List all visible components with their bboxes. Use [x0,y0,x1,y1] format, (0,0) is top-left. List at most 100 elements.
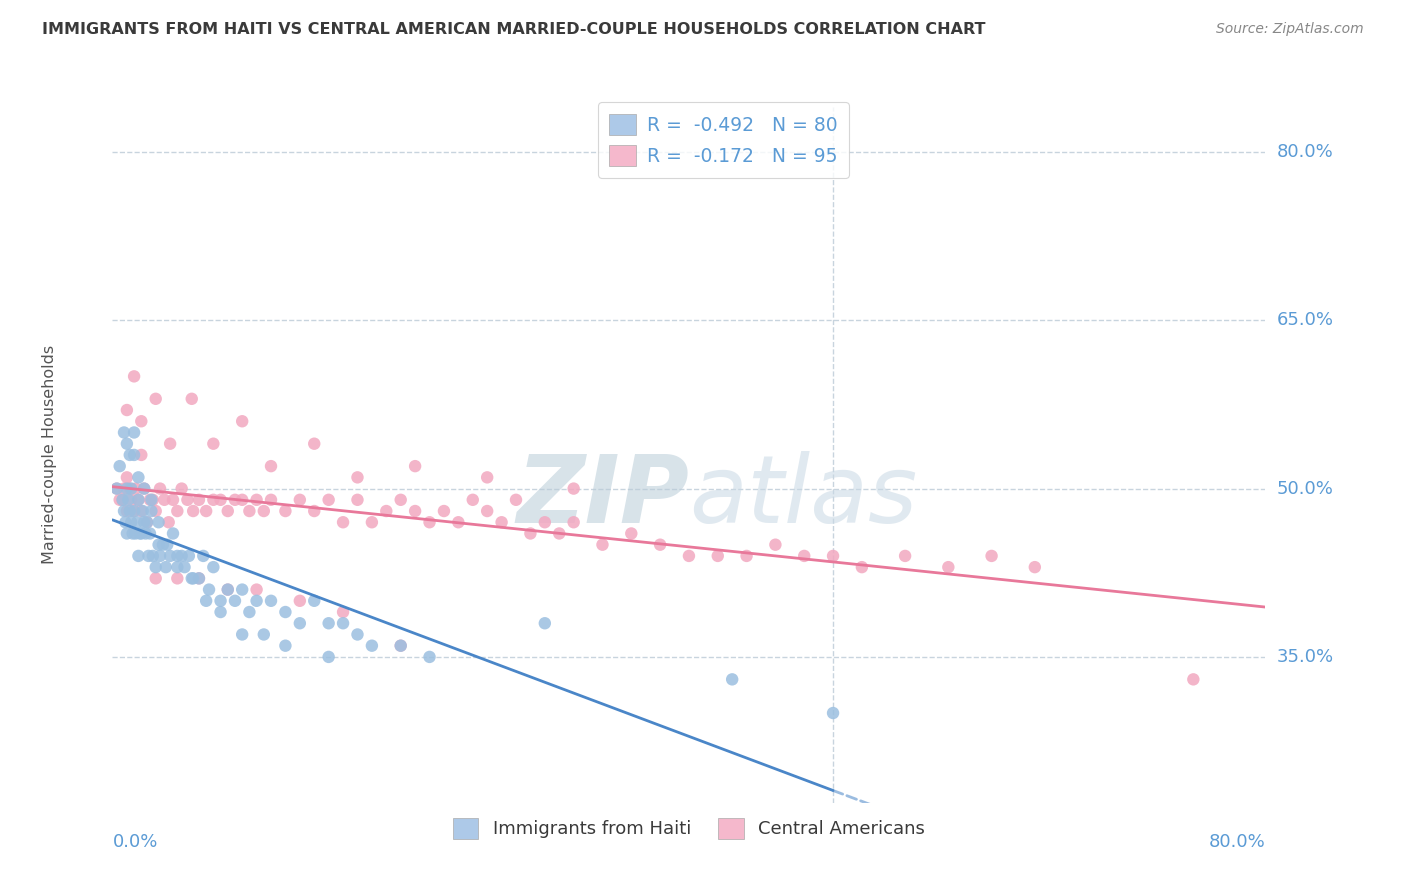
Point [419,649,441,664]
Point [288,594,311,608]
Point [224,594,246,608]
Text: 65.0%: 65.0% [1277,311,1333,329]
Point [231,582,253,597]
Point [475,504,499,518]
Point [202,436,225,450]
Point [332,616,354,631]
Point [125,515,148,529]
Point [188,571,211,585]
Point [111,492,134,507]
Point [721,673,744,687]
Point [534,515,557,529]
Point [389,639,412,653]
Point [217,582,239,597]
Point [148,515,170,529]
Text: 0.0%: 0.0% [112,833,157,851]
Text: 35.0%: 35.0% [1277,648,1334,666]
Point [170,482,193,496]
Point [176,492,198,507]
Point [505,492,527,507]
Point [209,492,232,507]
Point [118,482,141,496]
Point [122,448,145,462]
Point [142,492,165,507]
Point [195,504,218,518]
Point [112,504,135,518]
Point [180,571,202,585]
Point [246,594,269,608]
Point [318,492,340,507]
Point [260,492,283,507]
Point [127,492,149,507]
Point [153,492,176,507]
Point [129,448,153,462]
Point [136,515,159,529]
Point [419,515,441,529]
Point [128,526,150,541]
Point [360,515,382,529]
Point [129,526,153,541]
Point [145,392,167,406]
Point [115,470,138,484]
Point [124,482,146,496]
Point [142,549,165,563]
Point [253,627,276,641]
Point [404,504,426,518]
Point [650,538,672,552]
Point [121,526,143,541]
Point [112,482,135,496]
Point [318,649,340,664]
Point [304,504,326,518]
Point [124,526,146,541]
Point [274,605,297,619]
Point [193,549,215,563]
Point [253,504,276,518]
Text: atlas: atlas [689,451,917,542]
Point [105,482,128,496]
Point [188,571,211,585]
Point [360,639,382,653]
Point [122,369,145,384]
Point [152,538,174,552]
Point [202,560,225,574]
Point [170,549,193,563]
Point [105,482,128,496]
Point [180,392,202,406]
Point [166,571,188,585]
Point [198,582,221,597]
Point [224,492,246,507]
Point [108,492,131,507]
Point [118,448,141,462]
Point [274,504,297,518]
Point [166,504,188,518]
Point [122,504,145,518]
Text: 80.0%: 80.0% [1277,143,1333,161]
Text: Married-couple Households: Married-couple Households [42,345,56,565]
Point [166,560,188,574]
Point [162,492,184,507]
Point [231,414,253,428]
Point [217,582,239,597]
Point [114,515,136,529]
Point [129,414,153,428]
Point [166,549,188,563]
Text: 80.0%: 80.0% [1209,833,1265,851]
Point [238,605,260,619]
Point [134,515,156,529]
Point [389,639,412,653]
Point [145,560,167,574]
Point [231,492,253,507]
Point [122,504,145,518]
Point [117,492,139,507]
Point [112,425,135,440]
Point [134,482,156,496]
Point [851,560,873,574]
Point [433,504,456,518]
Point [149,549,172,563]
Point [141,504,163,518]
Point [274,639,297,653]
Point [127,549,149,563]
Point [115,504,138,518]
Point [155,560,177,574]
Point [318,616,340,631]
